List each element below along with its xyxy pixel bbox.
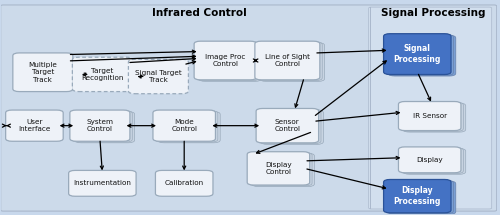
Text: IR Sensor: IR Sensor [412,113,447,119]
FancyBboxPatch shape [158,112,220,143]
Text: Target
Recognition: Target Recognition [81,68,124,81]
FancyBboxPatch shape [258,42,322,81]
FancyBboxPatch shape [72,57,132,92]
FancyBboxPatch shape [153,110,216,141]
Text: System
Control: System Control [86,119,114,132]
Text: Display: Display [416,157,443,163]
Text: User
Interface: User Interface [18,119,50,132]
FancyBboxPatch shape [128,59,188,94]
Text: Mode
Control: Mode Control [171,119,197,132]
FancyBboxPatch shape [388,35,456,76]
FancyBboxPatch shape [256,108,318,143]
FancyBboxPatch shape [368,7,492,209]
FancyBboxPatch shape [68,170,136,196]
Text: Signal
Processing: Signal Processing [394,44,441,64]
FancyBboxPatch shape [156,170,213,196]
FancyBboxPatch shape [261,110,324,144]
FancyBboxPatch shape [196,42,259,81]
Text: Signal Processing: Signal Processing [381,8,486,18]
FancyBboxPatch shape [403,103,466,132]
FancyBboxPatch shape [255,41,320,80]
FancyBboxPatch shape [386,34,454,75]
FancyBboxPatch shape [401,148,464,174]
FancyBboxPatch shape [156,111,218,142]
FancyBboxPatch shape [260,43,324,81]
FancyBboxPatch shape [386,180,454,213]
FancyBboxPatch shape [384,34,451,74]
Text: Signal Target
Track: Signal Target Track [135,70,182,83]
FancyBboxPatch shape [6,110,63,141]
Text: Calibration: Calibration [164,180,204,186]
Text: Instrumentation: Instrumentation [74,180,132,186]
Text: Display
Control: Display Control [265,162,291,175]
Text: Infrared Control: Infrared Control [152,8,246,18]
FancyBboxPatch shape [398,147,461,173]
FancyBboxPatch shape [398,101,461,131]
Text: Sensor
Control: Sensor Control [274,119,300,132]
Text: Line of Sight
Control: Line of Sight Control [265,54,310,67]
FancyBboxPatch shape [384,180,451,213]
FancyBboxPatch shape [258,109,321,144]
FancyBboxPatch shape [403,148,466,174]
Text: Image Proc
Control: Image Proc Control [205,54,246,67]
FancyBboxPatch shape [252,153,314,187]
FancyBboxPatch shape [13,53,73,92]
Text: Display
Processing: Display Processing [394,186,441,206]
FancyBboxPatch shape [194,41,256,80]
FancyBboxPatch shape [70,110,130,141]
FancyBboxPatch shape [250,152,312,186]
FancyBboxPatch shape [72,111,132,142]
FancyBboxPatch shape [401,102,464,131]
FancyBboxPatch shape [74,112,134,143]
Text: Multiple
Target
Track: Multiple Target Track [28,62,58,83]
FancyBboxPatch shape [388,181,456,214]
FancyBboxPatch shape [199,43,262,81]
FancyBboxPatch shape [247,152,310,185]
FancyBboxPatch shape [0,5,496,211]
